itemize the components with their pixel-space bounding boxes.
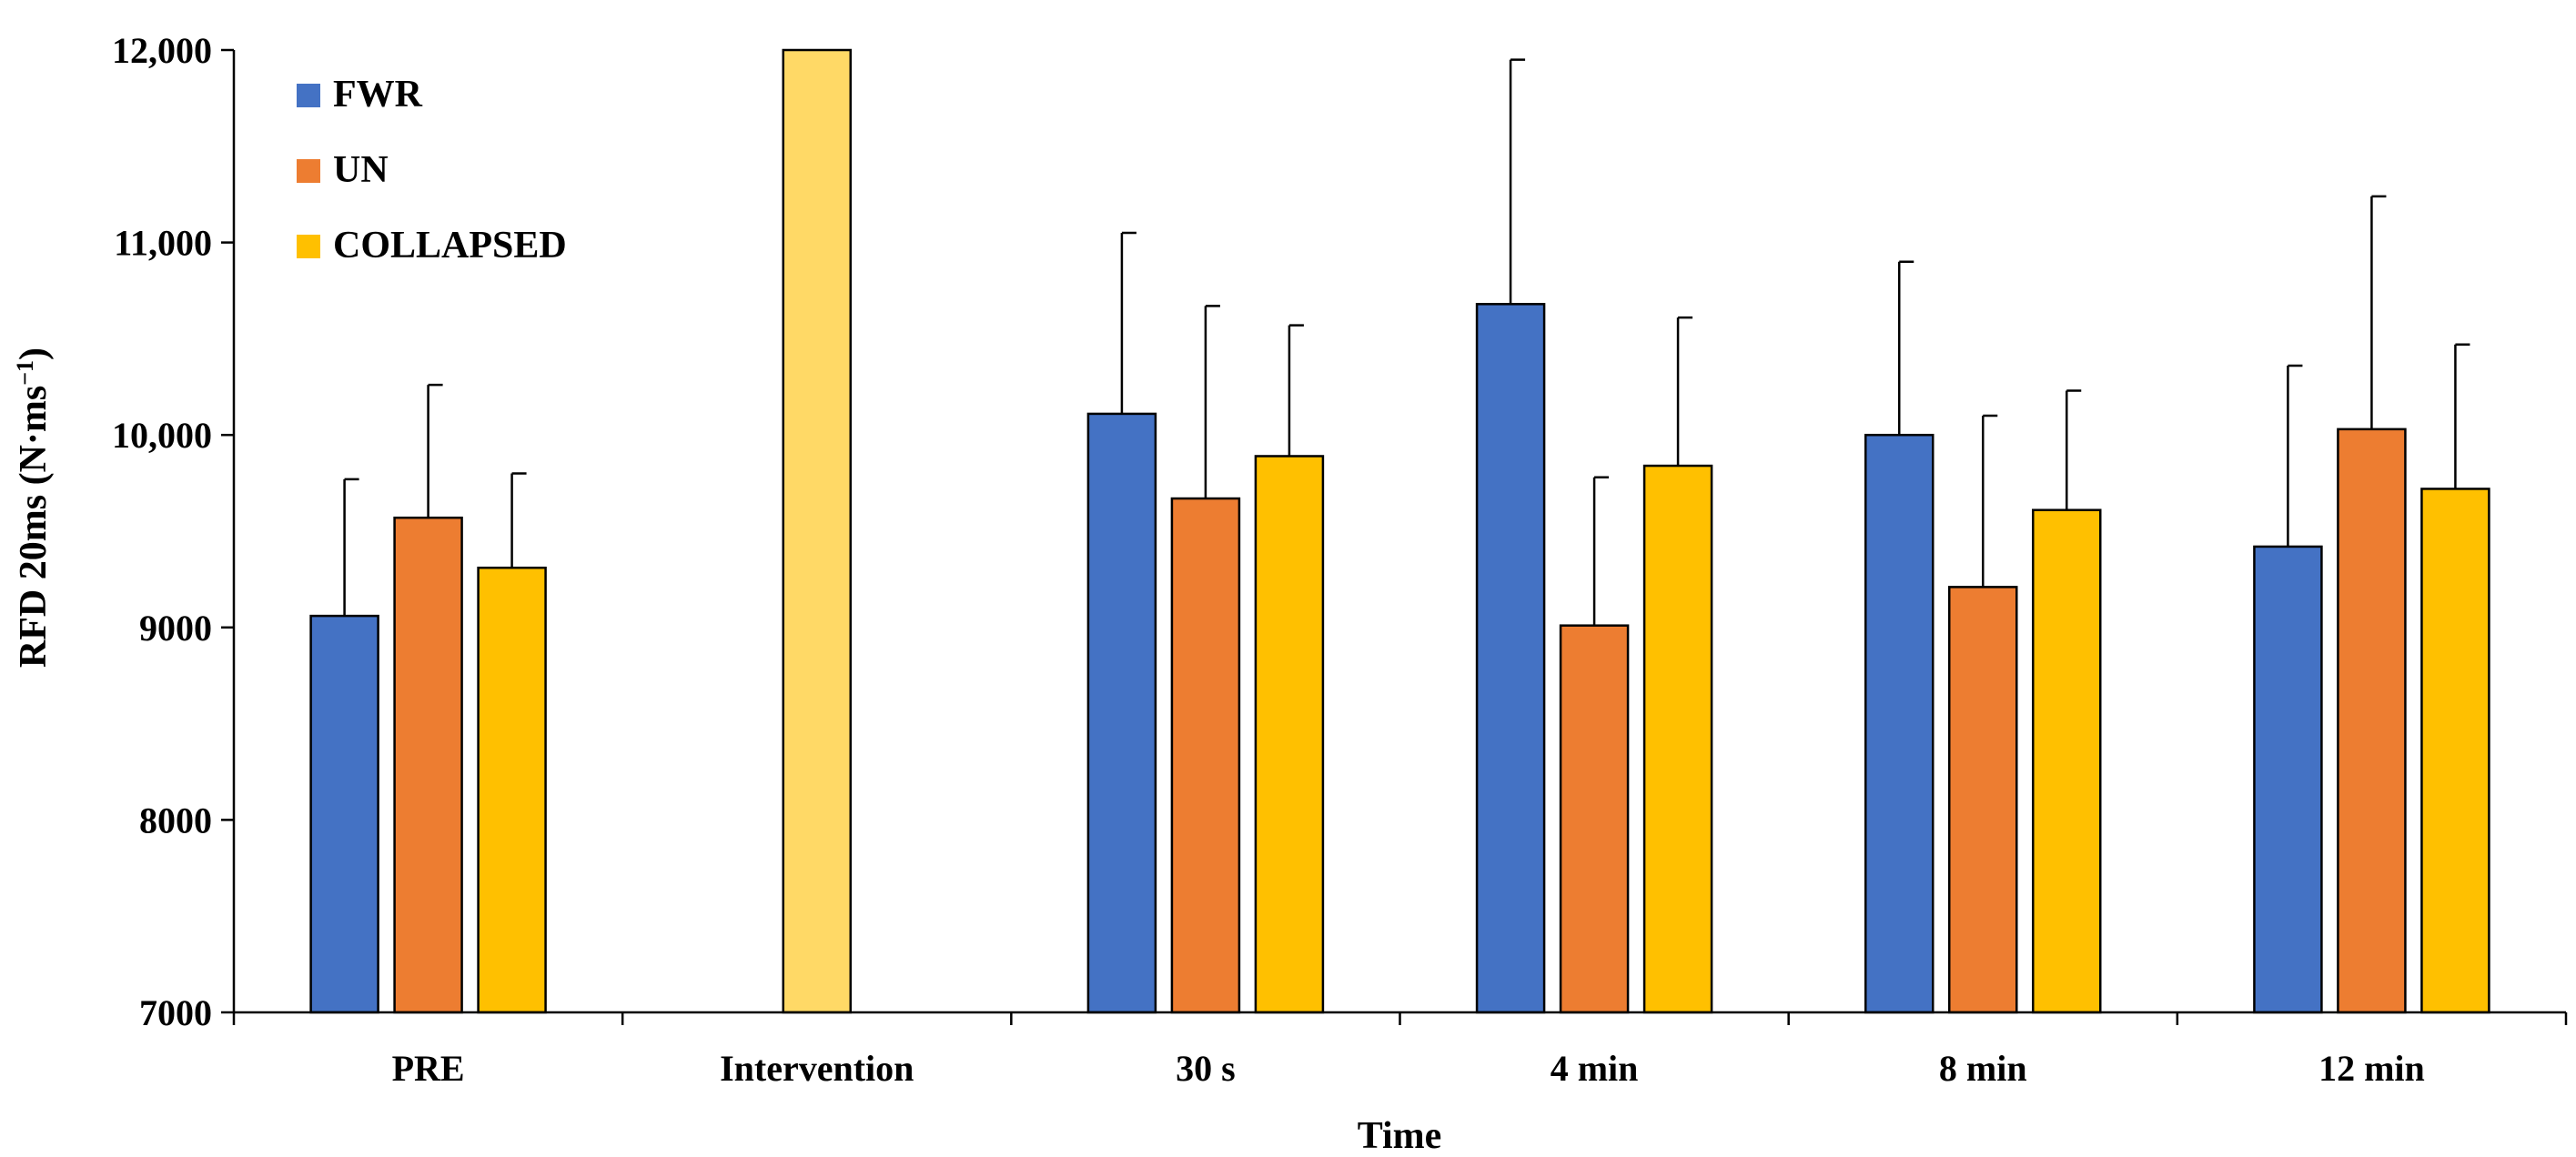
x-category-label-intervention: Intervention [720,1048,914,1089]
x-category-label-12-min: 12 min [2318,1048,2425,1089]
bar-un-12-min [2337,428,2407,1014]
error-bar-un-8-min [1982,414,1998,588]
bar-fwr-12-min [2253,545,2323,1014]
legend: FWR UN COLLAPSED [297,74,567,267]
bar-collapsed-12-min [2420,488,2490,1014]
error-bar-fwr-12-min [2287,364,2303,547]
y-axis-title-close: ) [13,347,55,360]
bar-collapsed-4-min [1642,464,1713,1014]
legend-label-fwr: FWR [333,74,423,116]
bar-un-30-s [1170,497,1241,1014]
bar-un-4-min [1559,624,1630,1014]
bar-collapsed-8-min [2032,508,2102,1014]
legend-label-un: UN [333,149,389,191]
y-ticks-group: 7000 8000 9000 10,000 11,000 12,000 [112,30,234,1033]
y-tick-label: 10,000 [112,415,212,456]
y-axis-title: RFD 20ms (N·ms−1) [12,347,56,668]
legend-swatch-fwr [297,84,320,107]
y-axis-title-main: RFD 20ms (N·ms [13,386,55,668]
y-tick-label: 8000 [139,800,212,840]
legend-label-collapsed: COLLAPSED [333,225,567,267]
error-bar-collapsed-4-min [1676,316,1693,467]
x-category-label-pre: PRE [392,1048,465,1089]
error-bar-collapsed-30-s [1288,324,1304,457]
legend-swatch-un [297,159,320,183]
bar-fwr-8-min [1864,433,1935,1014]
bar-collapsed-pre [477,566,547,1014]
axes-group [232,50,2566,1014]
bar-un-pre [393,516,463,1014]
bar-intervention [782,48,852,1014]
y-axis-title-exponent: −1 [12,360,38,386]
x-category-label-8-min: 8 min [1939,1048,2027,1089]
bar-fwr-4-min [1475,303,1546,1014]
error-bar-collapsed-pre [510,472,527,568]
y-tick-label: 9000 [139,608,212,649]
error-bar-un-pre [427,383,443,518]
error-bar-fwr-30-s [1120,231,1136,414]
error-bar-un-30-s [1204,305,1220,499]
y-tick-label: 7000 [139,992,212,1033]
y-tick-label: 11,000 [114,223,212,264]
error-bar-fwr-4-min [1509,58,1526,305]
error-bar-un-12-min [2370,195,2387,429]
error-bar-collapsed-12-min [2454,343,2470,489]
x-labels-group: PRE Intervention 30 s 4 min 8 min 12 min [232,1012,2568,1089]
bar-collapsed-30-s [1254,455,1325,1014]
bar-fwr-30-s [1086,412,1157,1014]
error-bar-collapsed-8-min [2066,389,2082,510]
x-category-label-4-min: 4 min [1551,1048,1639,1089]
bars-group [309,48,2490,1014]
x-axis-title: Time [1358,1115,1442,1157]
error-bars-group [343,58,2470,626]
error-bar-un-4-min [1592,476,1610,626]
legend-swatch-collapsed [297,235,320,258]
y-tick-label: 12,000 [112,30,212,71]
x-category-label-30-s: 30 s [1176,1048,1236,1089]
bar-un-8-min [1948,586,2018,1014]
bar-fwr-pre [309,614,379,1014]
error-bar-fwr-8-min [1898,260,1914,436]
error-bar-fwr-pre [343,478,359,617]
